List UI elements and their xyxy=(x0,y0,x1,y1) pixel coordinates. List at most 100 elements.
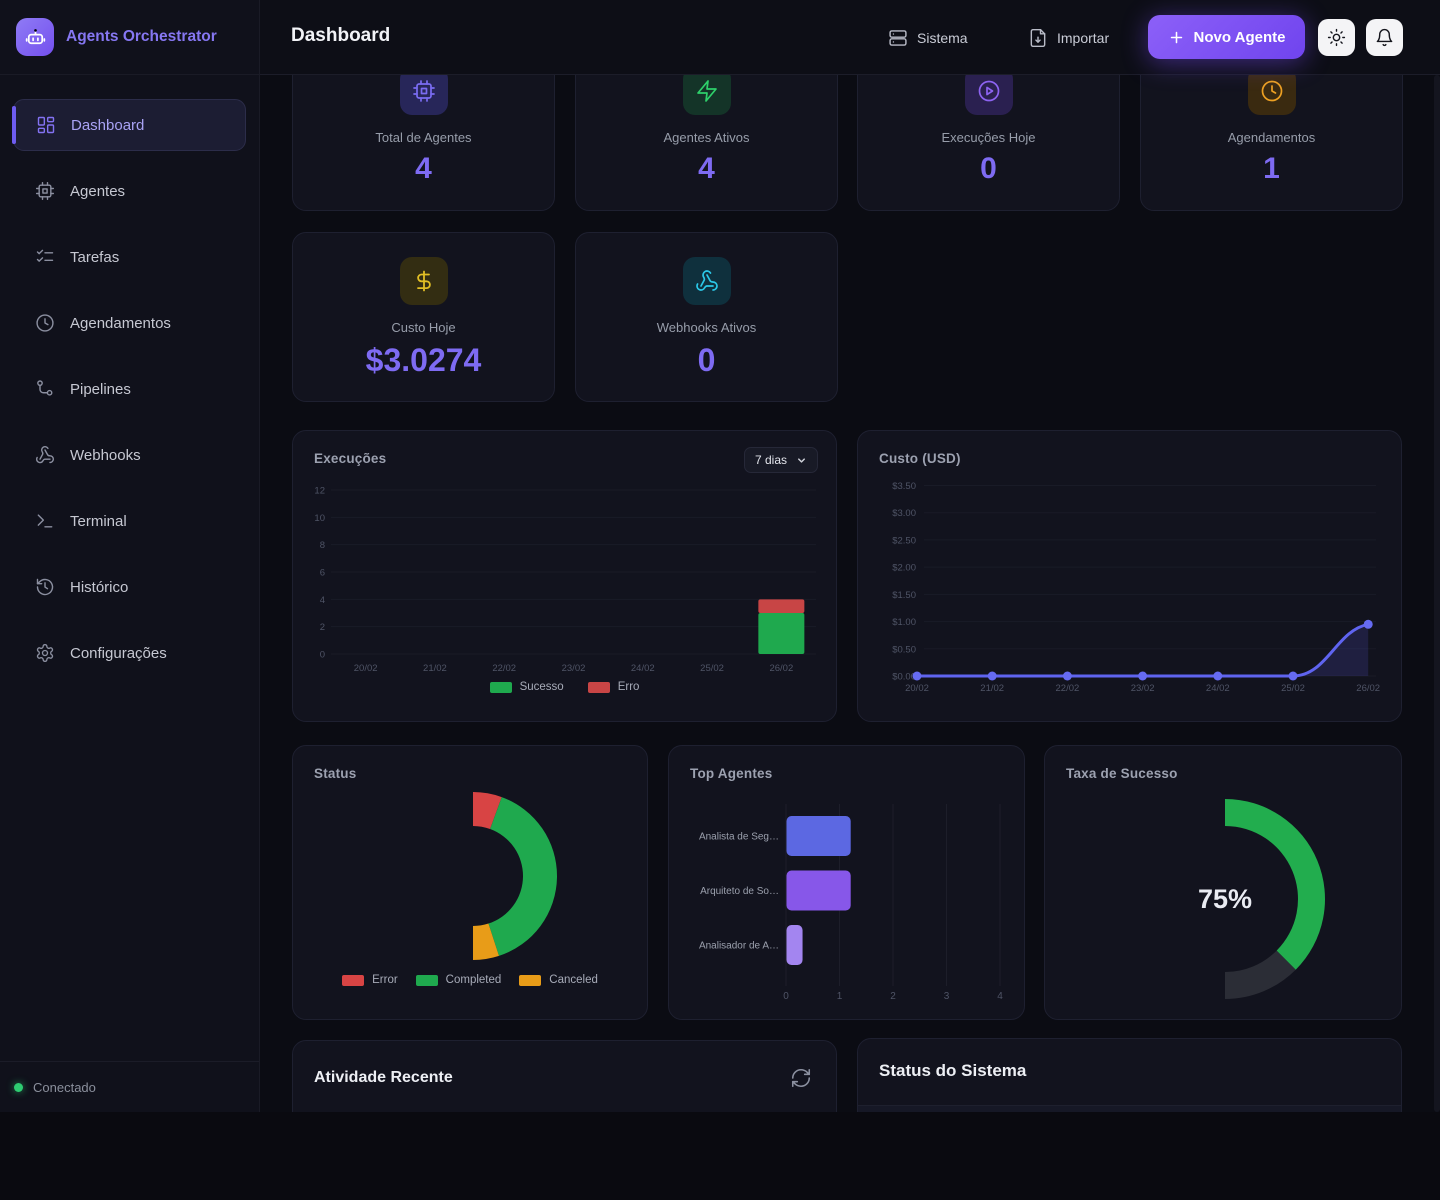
sistema-button[interactable]: Sistema xyxy=(888,0,968,75)
svg-text:24/02: 24/02 xyxy=(1206,683,1230,694)
svg-text:$3.00: $3.00 xyxy=(892,508,916,519)
stat-value: 0 xyxy=(980,152,997,185)
legend-item: Error xyxy=(342,974,398,986)
vertical-scrollbar[interactable] xyxy=(1434,75,1440,1112)
sidebar-item-configuracoes[interactable]: Configurações xyxy=(13,627,246,679)
layout-dashboard-icon xyxy=(37,116,55,134)
period-select-value: 7 dias xyxy=(754,453,787,467)
robot-logo-icon xyxy=(16,18,54,56)
stat-card-total-agentes: Total de Agentes 4 xyxy=(292,48,555,211)
plus-icon xyxy=(1170,31,1182,43)
importar-label: Importar xyxy=(1057,29,1110,46)
svg-text:0: 0 xyxy=(783,991,789,1002)
sidebar-item-terminal[interactable]: Terminal xyxy=(13,495,246,547)
svg-text:25/02: 25/02 xyxy=(700,663,724,674)
svg-text:24/02: 24/02 xyxy=(631,663,655,674)
svg-text:Analista de Seg…: Analista de Seg… xyxy=(699,832,779,843)
svg-text:$1.50: $1.50 xyxy=(892,590,916,601)
stat-value: 4 xyxy=(698,152,715,185)
svg-text:25/02: 25/02 xyxy=(1281,683,1305,694)
svg-text:3: 3 xyxy=(944,991,950,1002)
gear-icon xyxy=(36,644,54,662)
sidebar-item-label: Pipelines xyxy=(70,380,131,398)
svg-text:$2.00: $2.00 xyxy=(892,563,916,574)
sidebar-nav: Dashboard Agentes Tarefas Agendamentos P… xyxy=(0,75,259,693)
period-select[interactable]: 7 dias xyxy=(743,447,818,473)
svg-text:23/02: 23/02 xyxy=(562,663,586,674)
svg-text:4: 4 xyxy=(997,991,1003,1002)
legend-item: Sucesso xyxy=(489,681,564,693)
taxa-sucesso-chart-svg: 75% xyxy=(1198,799,1325,999)
connected-label: Conectado xyxy=(33,1079,96,1095)
history-icon xyxy=(36,578,54,596)
sidebar-item-historico[interactable]: Histórico xyxy=(13,561,246,613)
top-agentes-chart-card: Top Agentes 0 1 2 3 4 Analista de Seg… Arquite… xyxy=(668,745,1025,1020)
theme-toggle-button[interactable] xyxy=(1318,19,1355,56)
svg-text:23/02: 23/02 xyxy=(1131,683,1155,694)
sidebar: Agents Orchestrator Dashboard Agentes Ta… xyxy=(0,0,260,1112)
sidebar-item-dashboard[interactable]: Dashboard xyxy=(12,99,246,151)
svg-text:21/02: 21/02 xyxy=(980,683,1004,694)
stat-value: $3.0274 xyxy=(365,342,482,378)
server-icon xyxy=(889,29,907,46)
atividade-recente-title: Atividade Recente xyxy=(314,1069,453,1086)
sidebar-item-pipelines[interactable]: Pipelines xyxy=(13,363,246,415)
novo-agente-button[interactable]: Novo Agente xyxy=(1148,15,1305,59)
play-circle-icon xyxy=(964,67,1013,115)
brand[interactable]: Agents Orchestrator xyxy=(0,0,259,75)
list-checks-icon xyxy=(36,249,54,262)
connected-dot-icon xyxy=(14,1082,23,1092)
svg-text:Arquiteto de So…: Arquiteto de So… xyxy=(700,886,779,897)
svg-text:22/02: 22/02 xyxy=(492,663,516,674)
brand-name: Agents Orchestrator xyxy=(66,28,217,45)
sidebar-item-webhooks[interactable]: Webhooks xyxy=(13,429,246,481)
page-title: Dashboard xyxy=(291,25,391,46)
taxa-sucesso-chart-title: Taxa de Sucesso xyxy=(1066,766,1178,781)
stat-label: Webhooks Ativos xyxy=(656,320,757,335)
stat-card-agendamentos: Agendamentos 1 xyxy=(1140,48,1403,211)
header: Dashboard Sistema Importar Novo Agente xyxy=(260,0,1440,75)
sidebar-item-agentes[interactable]: Agentes xyxy=(13,165,246,217)
custo-chart-title: Custo (USD) xyxy=(879,451,961,466)
legend-item: Erro xyxy=(587,681,639,693)
execucoes-chart-card: Execuções 7 dias 0 2 4 6 8 10 12 20/02 21/02 22/0… xyxy=(292,430,837,722)
sidebar-item-label: Webhooks xyxy=(70,446,141,464)
sun-icon xyxy=(1327,28,1346,47)
top-agentes-chart-title: Top Agentes xyxy=(690,766,773,781)
terminal-icon xyxy=(37,514,53,528)
status-chart-legend: Error Completed Canceled xyxy=(293,974,647,986)
sidebar-item-tarefas[interactable]: Tarefas xyxy=(13,231,246,283)
svg-text:2: 2 xyxy=(890,991,896,1002)
svg-text:22/02: 22/02 xyxy=(1056,683,1080,694)
dollar-icon xyxy=(399,257,448,305)
stat-label: Execuções Hoje xyxy=(941,130,1036,145)
svg-text:8: 8 xyxy=(320,540,325,551)
zap-icon xyxy=(682,67,731,115)
cpu-icon xyxy=(35,181,55,201)
stat-label: Custo Hoje xyxy=(391,320,456,335)
svg-text:26/02: 26/02 xyxy=(1356,683,1380,694)
svg-text:2: 2 xyxy=(320,622,325,633)
stat-card-execucoes-hoje: Execuções Hoje 0 xyxy=(857,48,1120,211)
clock-icon xyxy=(1247,67,1296,115)
status-chart-svg xyxy=(473,792,557,960)
novo-agente-label: Novo Agente xyxy=(1193,28,1286,46)
sidebar-item-label: Agentes xyxy=(70,182,126,200)
bell-icon xyxy=(1376,28,1393,47)
notifications-button[interactable] xyxy=(1366,19,1403,56)
taxa-sucesso-chart-card: Taxa de Sucesso 75% xyxy=(1044,745,1402,1020)
chevron-down-icon xyxy=(798,457,805,463)
sidebar-item-label: Tarefas xyxy=(70,248,120,266)
sidebar-item-agendamentos[interactable]: Agendamentos xyxy=(13,297,246,349)
file-download-icon xyxy=(1030,28,1046,47)
stat-card-webhooks-ativos: Webhooks Ativos 0 xyxy=(575,232,838,402)
importar-button[interactable]: Importar xyxy=(1028,0,1109,75)
svg-text:75%: 75% xyxy=(1198,884,1252,914)
status-sistema-title: Status do Sistema xyxy=(879,1061,1027,1080)
sistema-label: Sistema xyxy=(917,29,968,46)
svg-text:$1.00: $1.00 xyxy=(892,617,916,628)
svg-text:21/02: 21/02 xyxy=(423,663,447,674)
svg-text:1: 1 xyxy=(837,991,843,1002)
svg-text:$0.00: $0.00 xyxy=(892,672,916,683)
refresh-icon[interactable] xyxy=(790,1067,814,1091)
